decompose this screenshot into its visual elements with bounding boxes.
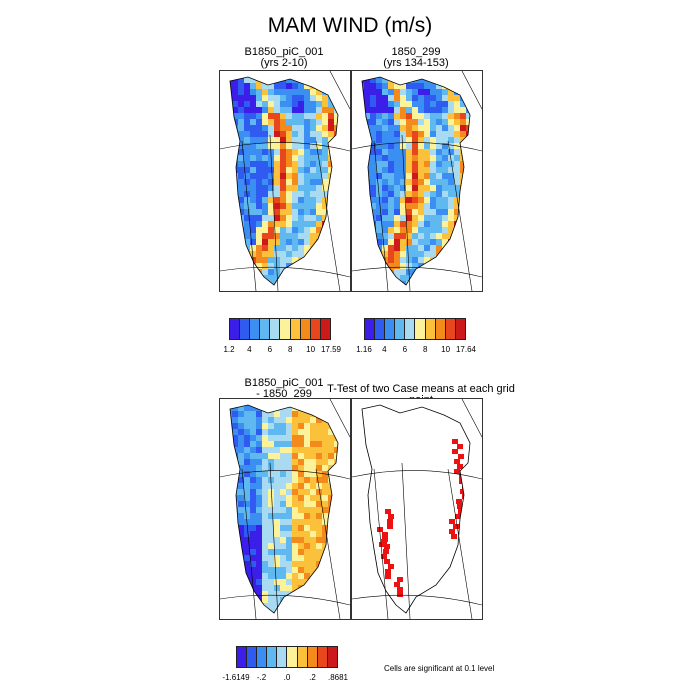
colorbar-swatch	[310, 319, 321, 339]
colorbar-tick-label: 17.64	[455, 345, 477, 354]
colorbar-swatch	[385, 319, 396, 339]
colorbar-tick-label: 1.16	[356, 345, 372, 354]
diff-map-panel	[219, 398, 351, 620]
colorbar-swatch	[237, 647, 248, 667]
case1-map-panel	[219, 70, 351, 292]
colorbar-swatch	[375, 319, 386, 339]
colorbar-swatch	[415, 319, 426, 339]
case1-wind-map	[220, 71, 350, 291]
colorbar-tick-label: 4	[247, 345, 252, 354]
case2-panel-title: 1850_299 (yrs 134-153)	[351, 47, 481, 69]
case1-title-line2: (yrs 2-10)	[260, 57, 308, 69]
colorbar-swatch	[287, 647, 298, 667]
difference-wind-map	[220, 399, 350, 619]
colorbar-swatch	[270, 319, 281, 339]
diff-title-line1: B1850_piC_001	[244, 377, 324, 389]
colorbar-tick-label: 17.59	[320, 345, 342, 354]
case2-wind-map	[352, 71, 482, 291]
colorbar-swatch	[365, 319, 376, 339]
colorbar-swatch	[290, 319, 301, 339]
colorbar-swatch	[320, 319, 330, 339]
colorbar-swatch	[300, 319, 311, 339]
colorbar-swatch	[297, 647, 308, 667]
colorbar-swatch	[247, 647, 258, 667]
colorbar-swatch	[395, 319, 406, 339]
colorbar-tick-label: 10	[306, 345, 316, 354]
ttest-map-panel	[351, 398, 483, 620]
colorbar-swatch	[405, 319, 416, 339]
colorbar-tick-label: .2	[309, 673, 316, 682]
diff-title-line2: - 1850_299	[256, 388, 312, 400]
colorbar-tick-label: -.2	[256, 673, 267, 682]
colorbar-tick-label: .0	[283, 673, 291, 682]
case1-panel-title: B1850_piC_001 (yrs 2-10)	[219, 47, 349, 69]
colorbar-tick-label: 8	[287, 345, 293, 354]
colorbar-tick-label: -1.6149	[222, 673, 250, 682]
colorbar-swatch	[317, 647, 328, 667]
colorbar-swatch	[267, 647, 278, 667]
case1-colorbar: 1.2 4 6 8 10 17.59	[223, 318, 341, 357]
colorbar-swatch	[425, 319, 436, 339]
colorbar-swatch	[257, 647, 268, 667]
diff-panel-title: B1850_piC_001 - 1850_299	[219, 378, 349, 400]
colorbar-tick-label: 4	[382, 345, 387, 354]
colorbar-swatch	[250, 319, 261, 339]
case2-map-panel	[351, 70, 483, 292]
figure-title: MAM WIND (m/s)	[267, 14, 433, 37]
colorbar-swatch	[435, 319, 446, 339]
colorbar-tick-label: 1.2	[223, 345, 235, 354]
colorbar-swatch	[307, 647, 318, 667]
colorbar-tick-label: 10	[441, 345, 451, 354]
colorbar-tick-label: 8	[422, 345, 428, 354]
significance-note: Cells are significant at 0.1 level	[384, 664, 495, 673]
case2-colorbar: 1.16 4 6 8 10 17.64	[356, 318, 476, 357]
diff-colorbar: -1.6149 -.2 .0 .2 .8681	[222, 646, 348, 685]
colorbar-swatch	[327, 647, 337, 667]
colorbar-tick-label: 6	[267, 345, 273, 354]
colorbar-swatch	[230, 319, 241, 339]
colorbar-swatch	[445, 319, 456, 339]
case2-title-line1: 1850_299	[391, 46, 441, 58]
colorbar-tick-label: 6	[402, 345, 408, 354]
ttest-significance-map	[352, 399, 482, 619]
colorbar-tick-label: .8681	[327, 673, 349, 682]
colorbar-swatch	[277, 647, 288, 667]
case1-title-line1: B1850_piC_001	[244, 46, 324, 58]
colorbar-swatch	[455, 319, 465, 339]
case2-title-line2: (yrs 134-153)	[383, 57, 449, 69]
colorbar-swatch	[280, 319, 291, 339]
colorbar-swatch	[260, 319, 271, 339]
colorbar-swatch	[240, 319, 251, 339]
